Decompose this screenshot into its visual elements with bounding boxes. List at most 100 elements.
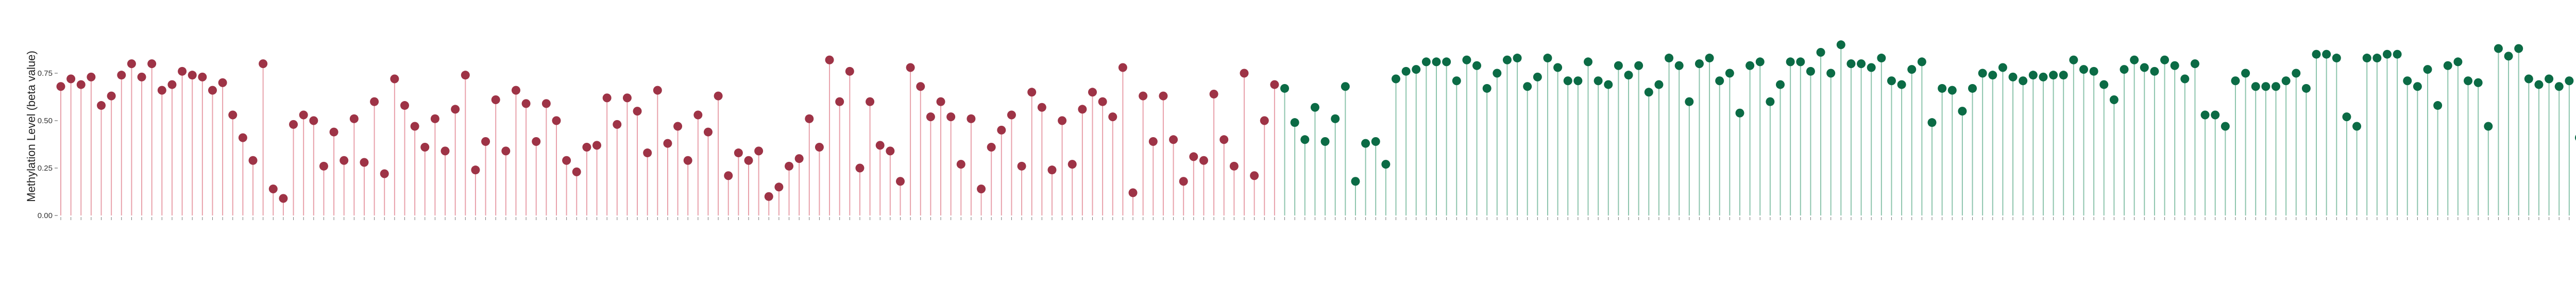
lollipop-point xyxy=(794,154,804,163)
lollipop-point xyxy=(279,194,288,203)
lollipop-point xyxy=(2140,63,2149,72)
lollipop-point xyxy=(1725,69,1734,78)
lollipop-point xyxy=(319,161,328,171)
lollipop-point xyxy=(1867,63,1876,72)
lollipop-point xyxy=(451,105,460,114)
lollipop-point xyxy=(582,143,591,152)
lollipop-point xyxy=(886,146,895,156)
lollipop-point xyxy=(1442,57,1451,67)
lollipop-point xyxy=(875,141,885,150)
lollipop-point xyxy=(1917,57,1926,67)
lollipop-point xyxy=(198,72,207,81)
lollipop-point xyxy=(1361,139,1370,148)
lollipop-point xyxy=(2534,80,2544,89)
lollipop-point xyxy=(1887,76,1896,86)
lollipop-point xyxy=(936,97,945,106)
lollipop-point xyxy=(1401,67,1411,76)
lollipop-point xyxy=(208,86,217,95)
lollipop-point xyxy=(2261,82,2270,91)
lollipop-point xyxy=(430,114,439,123)
lollipop-point xyxy=(906,63,915,72)
y-axis-label: Methylation Level (beta value) xyxy=(25,51,38,202)
lollipop-point xyxy=(137,72,146,81)
lollipop-point xyxy=(1715,76,1724,86)
lollipop-point xyxy=(895,177,905,186)
lollipop-point xyxy=(97,101,106,110)
lollipop-point xyxy=(1412,65,1421,74)
lollipop-point xyxy=(259,59,268,69)
lollipop-point xyxy=(1310,103,1319,112)
lollipop-point xyxy=(481,137,490,146)
lollipop-point xyxy=(855,163,865,173)
lollipop-point xyxy=(178,67,187,76)
lollipop-point xyxy=(1047,165,1057,175)
lollipop-point xyxy=(2069,55,2078,64)
lollipop-point xyxy=(1391,74,1400,84)
lollipop-point xyxy=(916,82,925,91)
lollipop-point xyxy=(2089,67,2098,76)
lollipop-point xyxy=(2079,65,2088,74)
lollipop-point xyxy=(147,59,157,69)
lollipop-point xyxy=(2362,54,2371,63)
lollipop-point xyxy=(410,122,419,131)
lollipop-point xyxy=(633,107,642,116)
lollipop-point xyxy=(1745,61,1755,70)
lollipop-point xyxy=(56,82,65,91)
lollipop-point xyxy=(2464,76,2473,86)
lollipop-point xyxy=(2372,54,2382,63)
lollipop-point xyxy=(1755,57,1765,67)
lollipop-point xyxy=(1624,71,1633,80)
lollipop-point xyxy=(87,72,96,81)
lollipop-point xyxy=(2059,71,2068,80)
lollipop-point xyxy=(1098,97,1107,106)
lollipop-point xyxy=(1108,112,1117,122)
lollipop-point xyxy=(1998,63,2007,72)
lollipop-point xyxy=(744,156,753,165)
lollipop-point xyxy=(1877,54,1886,63)
lollipop-point xyxy=(1007,110,1016,120)
lollipop-point xyxy=(2545,74,2554,84)
lollipop-point xyxy=(1927,118,1937,127)
lollipop-point xyxy=(501,146,511,156)
lollipop-point xyxy=(2514,44,2523,53)
lollipop-point xyxy=(228,110,238,120)
lollipop-point xyxy=(2150,67,2159,76)
lollipop-point xyxy=(2574,135,2576,141)
lollipop-point xyxy=(825,55,834,64)
lollipop-point xyxy=(1594,76,1603,86)
lollipop-point xyxy=(440,146,450,156)
lollipop-point xyxy=(521,99,531,108)
lollipop-point xyxy=(1290,118,1299,127)
lollipop-point xyxy=(592,141,602,150)
lollipop-point xyxy=(107,91,116,101)
lollipop-point xyxy=(1067,160,1077,169)
lollipop-point xyxy=(1968,84,1977,93)
lollipop-point xyxy=(1331,114,1340,123)
lollipop-point xyxy=(2028,71,2038,80)
lollipop-point xyxy=(380,169,389,178)
lollipop-point xyxy=(845,67,854,76)
lollipop-point xyxy=(1694,59,1704,69)
lollipop-point xyxy=(268,184,278,193)
stems-layer xyxy=(60,44,2570,215)
lollipop-point xyxy=(2524,74,2533,84)
lollipop-point xyxy=(2281,76,2291,86)
lollipop-point xyxy=(2109,95,2119,105)
lollipop-point xyxy=(866,97,875,106)
lollipop-point xyxy=(2170,61,2179,70)
lollipop-point xyxy=(2352,122,2362,131)
lollipop-point xyxy=(2221,122,2230,131)
lollipop-point xyxy=(2160,55,2170,64)
lollipop-point xyxy=(1644,88,1653,97)
lollipop-point xyxy=(1432,57,1441,67)
lollipop-point xyxy=(724,171,733,180)
lollipop-point xyxy=(2443,61,2452,70)
lollipop-point xyxy=(2382,49,2392,59)
y-tick-label: 0.50 xyxy=(38,117,53,125)
lollipop-point xyxy=(1270,80,1279,89)
lollipop-point xyxy=(997,125,1006,135)
lollipop-point xyxy=(1128,188,1138,197)
lollipop-point xyxy=(1958,107,1967,116)
lollipop-point xyxy=(2565,76,2574,86)
